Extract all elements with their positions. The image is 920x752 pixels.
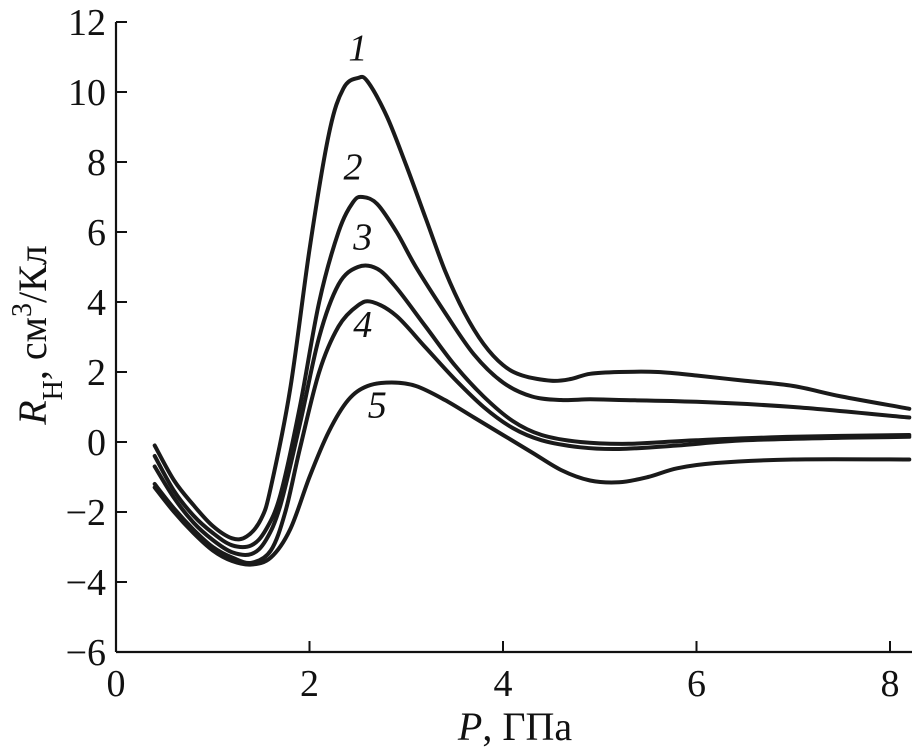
y-axis-title-tail: /Кл [10, 245, 55, 303]
y-tick-label: −2 [66, 492, 106, 534]
x-tick-label: 8 [881, 663, 900, 705]
series-line-3 [152, 263, 912, 557]
x-tick-label: 2 [300, 663, 319, 705]
y-tick-label: 4 [87, 282, 106, 324]
x-tick-label: 4 [494, 663, 513, 705]
y-tick-label: −6 [66, 632, 106, 674]
y-tick-label: 2 [87, 352, 106, 394]
series-line-1 [152, 74, 912, 542]
x-axis-title: P, ГПа [457, 704, 572, 749]
y-axis-title-sub: H [38, 380, 69, 400]
x-axis-title-var: P [457, 704, 482, 749]
series-lines [152, 74, 912, 567]
y-tick-label: 12 [68, 2, 106, 44]
y-axis-title-sup: 3 [7, 303, 38, 317]
series-line-5 [152, 380, 912, 567]
curve-label-2: 2 [344, 147, 363, 189]
curve-label-5: 5 [368, 385, 387, 427]
y-tick-label: −4 [66, 562, 106, 604]
curve-labels: 1 2 3 4 5 [344, 28, 387, 427]
curve-label-4: 4 [353, 304, 372, 346]
x-axis-title-rest: , ГПа [482, 704, 572, 749]
x-tick-label: 0 [107, 663, 126, 705]
y-axis-title: RH, см3/Кл [7, 245, 69, 426]
y-tick-label: 0 [87, 422, 106, 464]
series-line-2 [152, 194, 912, 550]
y-axis-title-var: R [10, 400, 55, 425]
series-line-4 [152, 299, 912, 565]
y-tick-label: 10 [68, 72, 106, 114]
y-tick-label: 8 [87, 142, 106, 184]
curve-label-1: 1 [348, 28, 367, 70]
y-tick-label: 6 [87, 212, 106, 254]
y-axis-title-mid: , см [10, 317, 55, 380]
x-tick-label: 6 [687, 663, 706, 705]
curve-label-3: 3 [352, 217, 372, 259]
axes [114, 22, 912, 654]
